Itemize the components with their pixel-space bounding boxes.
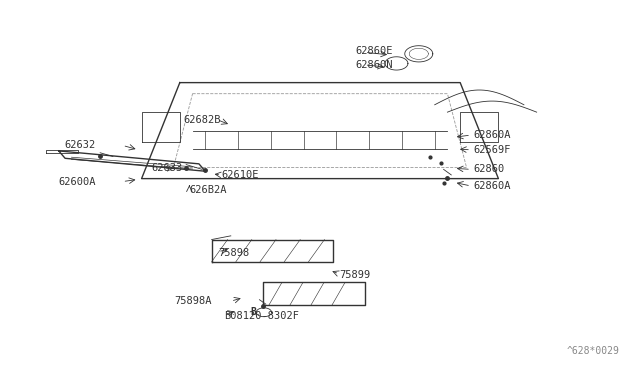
Text: 62682B: 62682B [183,115,221,125]
Text: 62632: 62632 [65,140,96,150]
Text: 62860N: 62860N [355,60,392,70]
Text: 626B2A: 626B2A [189,185,227,195]
Text: 62860E: 62860E [355,46,392,56]
Text: 62860A: 62860A [473,130,511,140]
Text: 62569F: 62569F [473,145,511,155]
Text: 62600A: 62600A [58,177,96,187]
Text: B08120-8302F: B08120-8302F [225,311,300,321]
Text: 75899: 75899 [339,270,371,280]
Text: B: B [250,307,256,317]
Text: 75898A: 75898A [174,296,212,306]
Text: 62610E: 62610E [221,170,259,180]
Text: ^628*0029: ^628*0029 [566,346,620,356]
Text: 62860: 62860 [473,164,504,174]
Text: 62633: 62633 [151,163,182,173]
Text: 62860A: 62860A [473,181,511,191]
Text: 75898: 75898 [218,248,250,258]
